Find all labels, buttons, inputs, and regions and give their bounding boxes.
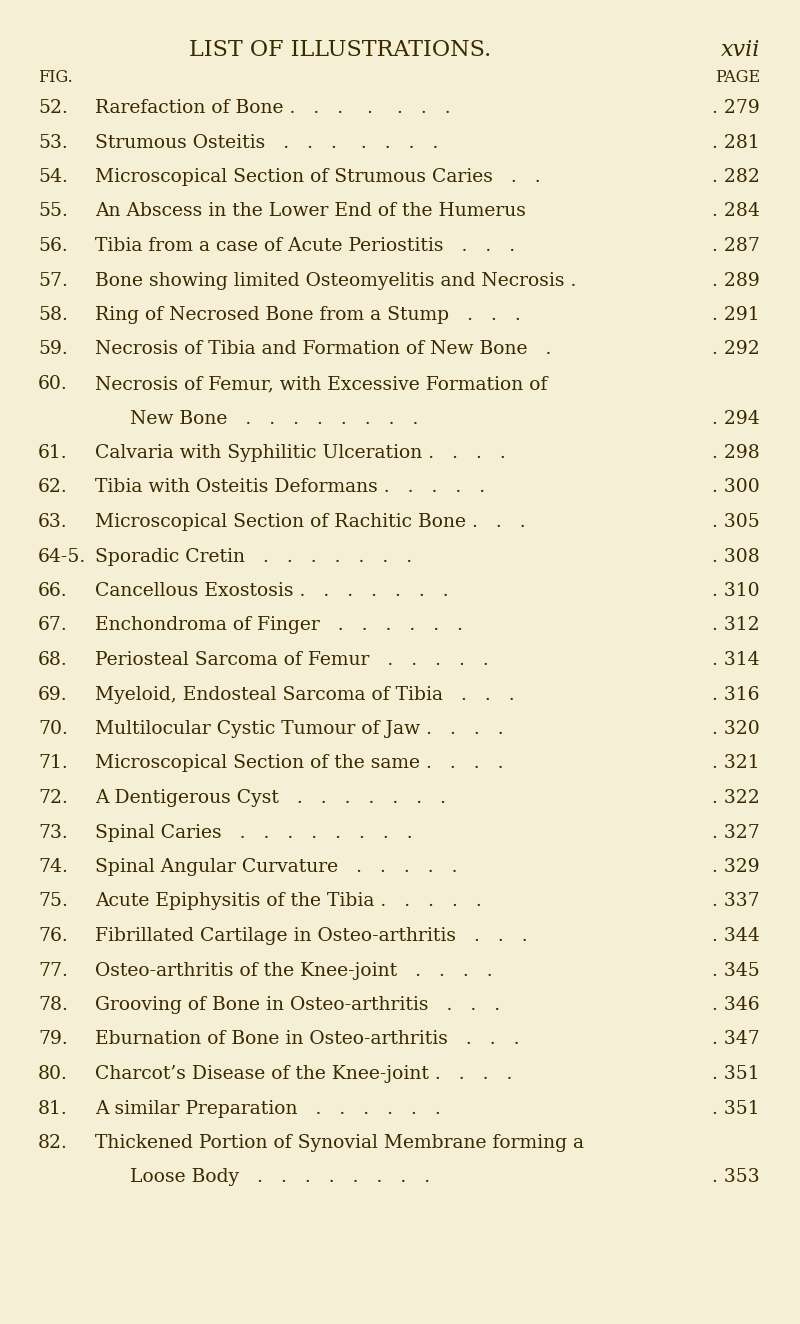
Text: . 298: . 298: [712, 444, 760, 462]
Text: 54.: 54.: [38, 168, 68, 185]
Text: Myeloid, Endosteal Sarcoma of Tibia   .   .   .: Myeloid, Endosteal Sarcoma of Tibia . . …: [95, 686, 514, 703]
Text: Thickened Portion of Synovial Membrane forming a: Thickened Portion of Synovial Membrane f…: [95, 1133, 584, 1152]
Text: 68.: 68.: [38, 651, 68, 669]
Text: . 281: . 281: [712, 134, 760, 151]
Text: Spinal Caries   .   .   .   .   .   .   .   .: Spinal Caries . . . . . . . .: [95, 824, 413, 842]
Text: 64-5.: 64-5.: [38, 548, 86, 565]
Text: . 282: . 282: [712, 168, 760, 185]
Text: 63.: 63.: [38, 512, 68, 531]
Text: Acute Epiphysitis of the Tibia .   .   .   .   .: Acute Epiphysitis of the Tibia . . . . .: [95, 892, 482, 911]
Text: 62.: 62.: [38, 478, 68, 496]
Text: 69.: 69.: [38, 686, 68, 703]
Text: Microscopical Section of the same .   .   .   .: Microscopical Section of the same . . . …: [95, 755, 503, 772]
Text: Osteo-arthritis of the Knee-joint   .   .   .   .: Osteo-arthritis of the Knee-joint . . . …: [95, 961, 493, 980]
Text: xvii: xvii: [721, 38, 760, 61]
Text: . 329: . 329: [712, 858, 760, 876]
Text: 72.: 72.: [38, 789, 68, 808]
Text: Fibrillated Cartilage in Osteo-arthritis   .   .   .: Fibrillated Cartilage in Osteo-arthritis…: [95, 927, 528, 945]
Text: PAGE: PAGE: [715, 69, 760, 86]
Text: 70.: 70.: [38, 720, 68, 737]
Text: . 314: . 314: [712, 651, 760, 669]
Text: 77.: 77.: [38, 961, 68, 980]
Text: Enchondroma of Finger   .   .   .   .   .   .: Enchondroma of Finger . . . . . .: [95, 617, 463, 634]
Text: 81.: 81.: [38, 1099, 68, 1117]
Text: 67.: 67.: [38, 617, 68, 634]
Text: 53.: 53.: [38, 134, 68, 151]
Text: . 337: . 337: [712, 892, 760, 911]
Text: . 279: . 279: [712, 99, 760, 117]
Text: . 322: . 322: [712, 789, 760, 808]
Text: Spinal Angular Curvature   .   .   .   .   .: Spinal Angular Curvature . . . . .: [95, 858, 458, 876]
Text: . 284: . 284: [712, 203, 760, 221]
Text: 80.: 80.: [38, 1064, 68, 1083]
Text: . 353: . 353: [712, 1169, 760, 1186]
Text: Tibia from a case of Acute Periostitis   .   .   .: Tibia from a case of Acute Periostitis .…: [95, 237, 515, 256]
Text: 66.: 66.: [38, 583, 68, 600]
Text: Sporadic Cretin   .   .   .   .   .   .   .: Sporadic Cretin . . . . . . .: [95, 548, 412, 565]
Text: Eburnation of Bone in Osteo-arthritis   .   .   .: Eburnation of Bone in Osteo-arthritis . …: [95, 1030, 519, 1049]
Text: . 300: . 300: [712, 478, 760, 496]
Text: Bone showing limited Osteomyelitis and Necrosis .: Bone showing limited Osteomyelitis and N…: [95, 271, 576, 290]
Text: . 308: . 308: [712, 548, 760, 565]
Text: 52.: 52.: [38, 99, 68, 117]
Text: 71.: 71.: [38, 755, 68, 772]
Text: 74.: 74.: [38, 858, 68, 876]
Text: LIST OF ILLUSTRATIONS.: LIST OF ILLUSTRATIONS.: [189, 38, 491, 61]
Text: Rarefaction of Bone .   .   .    .    .   .   .: Rarefaction of Bone . . . . . . .: [95, 99, 450, 117]
Text: Loose Body   .   .   .   .   .   .   .   .: Loose Body . . . . . . . .: [130, 1169, 430, 1186]
Text: 75.: 75.: [38, 892, 68, 911]
Text: . 327: . 327: [712, 824, 760, 842]
Text: Multilocular Cystic Tumour of Jaw .   .   .   .: Multilocular Cystic Tumour of Jaw . . . …: [95, 720, 504, 737]
Text: . 347: . 347: [712, 1030, 760, 1049]
Text: . 351: . 351: [712, 1099, 760, 1117]
Text: 60.: 60.: [38, 375, 68, 393]
Text: Microscopical Section of Strumous Caries   .   .: Microscopical Section of Strumous Caries…: [95, 168, 541, 185]
Text: Necrosis of Tibia and Formation of New Bone   .: Necrosis of Tibia and Formation of New B…: [95, 340, 551, 359]
Text: . 291: . 291: [712, 306, 760, 324]
Text: . 344: . 344: [712, 927, 760, 945]
Text: . 321: . 321: [712, 755, 760, 772]
Text: 55.: 55.: [38, 203, 68, 221]
Text: . 312: . 312: [712, 617, 760, 634]
Text: . 287: . 287: [712, 237, 760, 256]
Text: 57.: 57.: [38, 271, 68, 290]
Text: . 316: . 316: [713, 686, 760, 703]
Text: 79.: 79.: [38, 1030, 68, 1049]
Text: FIG.: FIG.: [38, 69, 73, 86]
Text: 73.: 73.: [38, 824, 68, 842]
Text: Tibia with Osteitis Deformans .   .   .   .   .: Tibia with Osteitis Deformans . . . . .: [95, 478, 485, 496]
Text: New Bone   .   .   .   .   .   .   .   .: New Bone . . . . . . . .: [130, 409, 418, 428]
Text: An Abscess in the Lower End of the Humerus: An Abscess in the Lower End of the Humer…: [95, 203, 526, 221]
Text: Strumous Osteitis   .   .   .    .   .   .   .: Strumous Osteitis . . . . . . .: [95, 134, 438, 151]
Text: . 292: . 292: [712, 340, 760, 359]
Text: 58.: 58.: [38, 306, 68, 324]
Text: 61.: 61.: [38, 444, 68, 462]
Text: 59.: 59.: [38, 340, 68, 359]
Text: . 346: . 346: [712, 996, 760, 1014]
Text: Periosteal Sarcoma of Femur   .   .   .   .   .: Periosteal Sarcoma of Femur . . . . .: [95, 651, 489, 669]
Text: . 345: . 345: [712, 961, 760, 980]
Text: Grooving of Bone in Osteo-arthritis   .   .   .: Grooving of Bone in Osteo-arthritis . . …: [95, 996, 500, 1014]
Text: . 305: . 305: [712, 512, 760, 531]
Text: Charcot’s Disease of the Knee-joint .   .   .   .: Charcot’s Disease of the Knee-joint . . …: [95, 1064, 512, 1083]
Text: Ring of Necrosed Bone from a Stump   .   .   .: Ring of Necrosed Bone from a Stump . . .: [95, 306, 521, 324]
Text: 78.: 78.: [38, 996, 68, 1014]
Text: . 294: . 294: [712, 409, 760, 428]
Text: . 289: . 289: [712, 271, 760, 290]
Text: Microscopical Section of Rachitic Bone .   .   .: Microscopical Section of Rachitic Bone .…: [95, 512, 526, 531]
Text: Calvaria with Syphilitic Ulceration .   .   .   .: Calvaria with Syphilitic Ulceration . . …: [95, 444, 506, 462]
Text: Cancellous Exostosis .   .   .   .   .   .   .: Cancellous Exostosis . . . . . . .: [95, 583, 449, 600]
Text: . 351: . 351: [712, 1064, 760, 1083]
Text: . 320: . 320: [712, 720, 760, 737]
Text: . 310: . 310: [712, 583, 760, 600]
Text: 82.: 82.: [38, 1133, 68, 1152]
Text: A similar Preparation   .   .   .   .   .   .: A similar Preparation . . . . . .: [95, 1099, 441, 1117]
Text: Necrosis of Femur, with Excessive Formation of: Necrosis of Femur, with Excessive Format…: [95, 375, 547, 393]
Text: A Dentigerous Cyst   .   .   .   .   .   .   .: A Dentigerous Cyst . . . . . . .: [95, 789, 446, 808]
Text: 76.: 76.: [38, 927, 68, 945]
Text: 56.: 56.: [38, 237, 68, 256]
